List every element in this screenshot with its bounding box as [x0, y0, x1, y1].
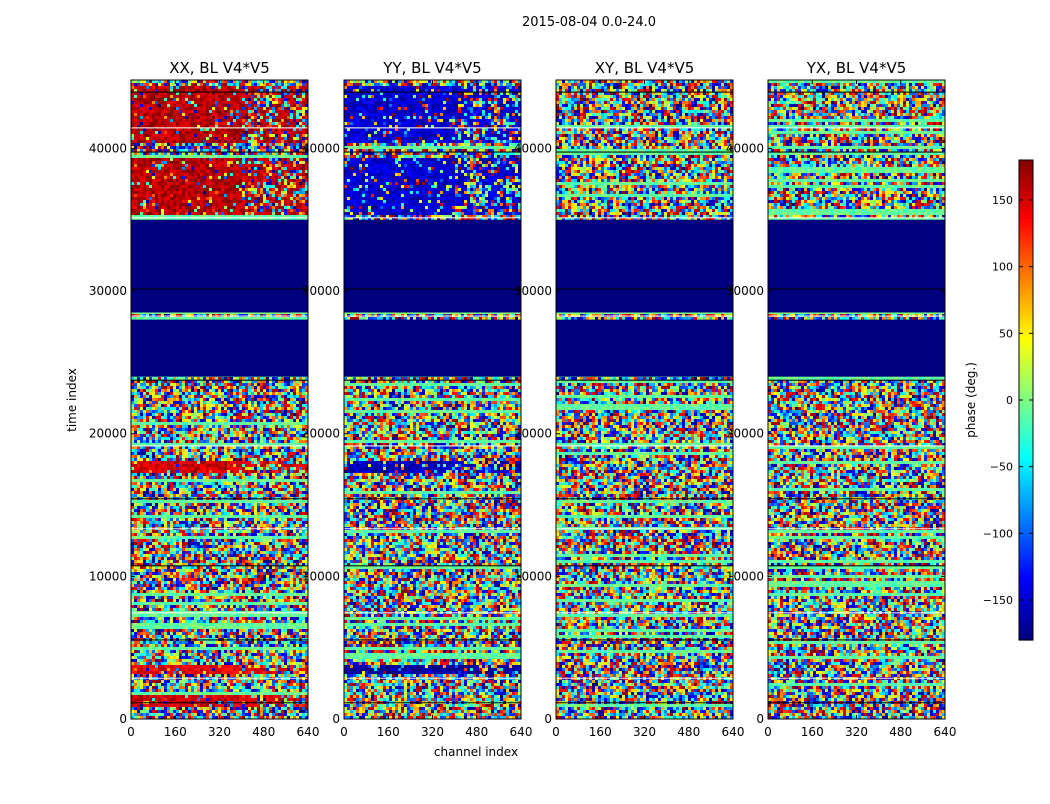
x-tick-label: 480	[252, 725, 275, 739]
masked-block	[556, 220, 733, 313]
x-tick-label: 480	[465, 725, 488, 739]
y-tick-label: 40000	[726, 141, 764, 155]
colorbar-tick-label: −50	[990, 461, 1013, 474]
masked-block	[344, 220, 521, 313]
x-tick-label: 320	[421, 725, 444, 739]
y-tick-label: 40000	[89, 141, 127, 155]
colorbar-label: phase (deg.)	[964, 362, 978, 438]
x-tick-label: 0	[340, 725, 348, 739]
colorbar-tick-label: −150	[983, 594, 1013, 607]
y-tick-label: 10000	[302, 569, 340, 583]
x-tick-label: 320	[633, 725, 656, 739]
colorbar-tick-label: −100	[983, 527, 1013, 540]
panel-title: YY, BL V4*V5	[382, 59, 481, 77]
y-axis-label: time index	[65, 368, 79, 432]
panel-xy: XY, BL V4*V5 0 160 320 480 640 0 10000 20000 3000…	[514, 59, 745, 739]
x-tick-label: 0	[764, 725, 772, 739]
y-tick-label: 20000	[514, 427, 552, 441]
masked-block	[768, 220, 945, 313]
x-tick-label: 0	[552, 725, 560, 739]
y-tick-label: 20000	[726, 427, 764, 441]
x-tick-label: 160	[801, 725, 824, 739]
x-tick-label: 160	[589, 725, 612, 739]
y-tick-label: 10000	[514, 569, 552, 583]
y-tick-label: 20000	[302, 427, 340, 441]
x-tick-label: 640	[722, 725, 745, 739]
x-tick-label: 640	[297, 725, 320, 739]
y-tick-label: 0	[332, 712, 340, 726]
x-axis-label: channel index	[434, 745, 518, 759]
x-tick-label: 160	[377, 725, 400, 739]
masked-block	[131, 320, 308, 377]
colorbar-tick-label: 0	[1006, 394, 1013, 407]
figure-title: 2015-08-04 0.0-24.0	[522, 15, 656, 30]
y-tick-label: 10000	[89, 569, 127, 583]
masked-block	[131, 220, 308, 313]
panel-xx: XX, BL V4*V5 0 160 320 480 640 0 10000 20000 3000…	[89, 59, 320, 739]
x-tick-label: 0	[127, 725, 135, 739]
colorbar-tick-label: 100	[992, 261, 1013, 274]
panel-title: XX, BL V4*V5	[169, 59, 270, 77]
x-tick-label: 480	[889, 725, 912, 739]
y-tick-label: 0	[756, 712, 764, 726]
x-tick-label: 320	[208, 725, 231, 739]
y-tick-label: 40000	[514, 141, 552, 155]
y-tick-label: 10000	[726, 569, 764, 583]
masked-block	[768, 320, 945, 377]
panel-yx: YX, BL V4*V5 0 160 320 480 640 0 10000 20000 3000…	[726, 59, 957, 739]
y-tick-label: 0	[119, 712, 127, 726]
y-tick-label: 40000	[302, 141, 340, 155]
y-tick-label: 30000	[89, 284, 127, 298]
colorbar: 150 100 50 0 −50 −100 −150 phase (deg.)	[964, 160, 1033, 641]
x-tick-label: 480	[677, 725, 700, 739]
y-tick-label: 30000	[302, 284, 340, 298]
x-tick-label: 640	[934, 725, 957, 739]
y-tick-label: 30000	[726, 284, 764, 298]
panel-title: YX, BL V4*V5	[806, 59, 907, 77]
y-tick-label: 0	[544, 712, 552, 726]
x-tick-label: 640	[510, 725, 533, 739]
panel-yy: YY, BL V4*V5 0 160 320 480 640 0 10000 20000 3000…	[302, 59, 533, 739]
x-tick-label: 320	[845, 725, 868, 739]
masked-block	[556, 320, 733, 377]
y-tick-label: 20000	[89, 427, 127, 441]
colorbar-tick-label: 150	[992, 194, 1013, 207]
colorbar-tick-label: 50	[999, 327, 1013, 340]
y-tick-label: 30000	[514, 284, 552, 298]
masked-block	[344, 320, 521, 377]
panel-title: XY, BL V4*V5	[595, 59, 695, 77]
x-tick-label: 160	[164, 725, 187, 739]
